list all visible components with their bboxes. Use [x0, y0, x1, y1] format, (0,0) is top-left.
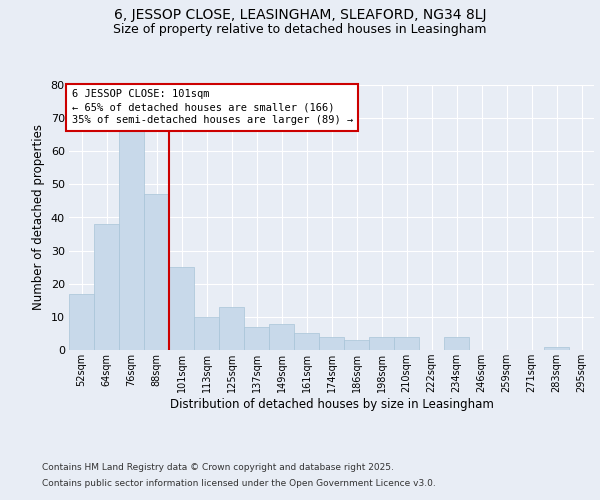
Bar — [544, 346, 569, 350]
Bar — [194, 317, 219, 350]
Bar — [219, 307, 244, 350]
Text: Contains public sector information licensed under the Open Government Licence v3: Contains public sector information licen… — [42, 478, 436, 488]
Bar — [319, 337, 344, 350]
Bar — [269, 324, 294, 350]
X-axis label: Distribution of detached houses by size in Leasingham: Distribution of detached houses by size … — [170, 398, 493, 411]
Bar — [369, 337, 394, 350]
Bar — [144, 194, 169, 350]
Bar — [169, 267, 194, 350]
Bar — [444, 337, 469, 350]
Bar — [94, 224, 119, 350]
Bar — [244, 327, 269, 350]
Bar — [69, 294, 94, 350]
Bar — [119, 128, 144, 350]
Text: Size of property relative to detached houses in Leasingham: Size of property relative to detached ho… — [113, 22, 487, 36]
Y-axis label: Number of detached properties: Number of detached properties — [32, 124, 45, 310]
Bar — [344, 340, 369, 350]
Bar — [294, 334, 319, 350]
Text: 6 JESSOP CLOSE: 101sqm
← 65% of detached houses are smaller (166)
35% of semi-de: 6 JESSOP CLOSE: 101sqm ← 65% of detached… — [71, 89, 353, 126]
Text: Contains HM Land Registry data © Crown copyright and database right 2025.: Contains HM Land Registry data © Crown c… — [42, 464, 394, 472]
Text: 6, JESSOP CLOSE, LEASINGHAM, SLEAFORD, NG34 8LJ: 6, JESSOP CLOSE, LEASINGHAM, SLEAFORD, N… — [114, 8, 486, 22]
Bar — [394, 337, 419, 350]
